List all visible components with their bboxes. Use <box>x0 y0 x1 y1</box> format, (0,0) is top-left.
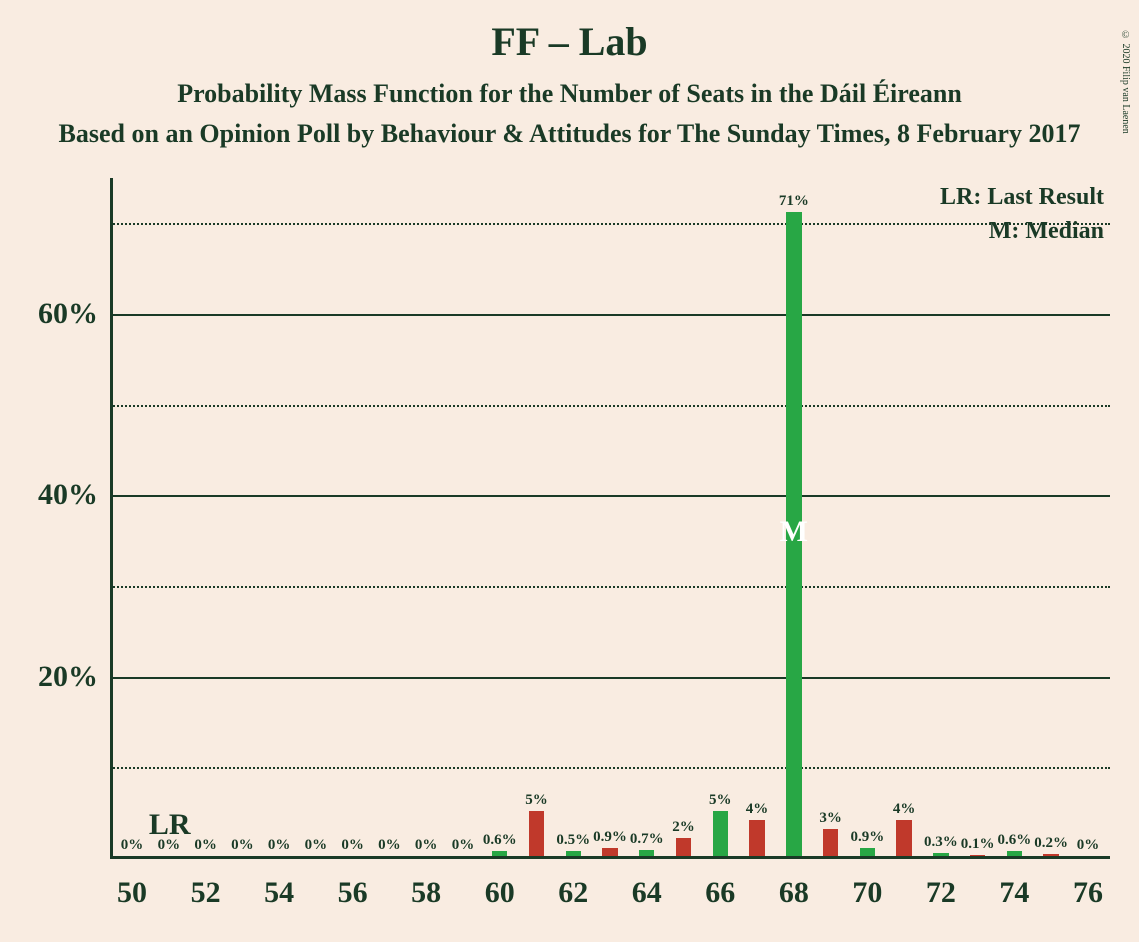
bar: 4% <box>896 820 911 856</box>
bar-value-label: 0% <box>231 837 254 854</box>
bar-value-label: 0% <box>1077 837 1100 854</box>
y-tick-label: 20% <box>38 660 98 694</box>
last-result-marker: LR <box>149 808 191 842</box>
x-tick-label: 56 <box>338 876 368 910</box>
bar-value-label: 0.5% <box>556 832 590 849</box>
gridline-major <box>110 677 1110 679</box>
bar: 0.1% <box>970 855 985 856</box>
bar-value-label: 0% <box>305 837 328 854</box>
bar-value-label: 0.7% <box>630 831 664 848</box>
bar-value-label: 0.9% <box>593 829 627 846</box>
x-tick-label: 54 <box>264 876 294 910</box>
bar-value-label: 5% <box>525 792 548 809</box>
y-tick-label: 40% <box>38 478 98 512</box>
bar: 4% <box>749 820 764 856</box>
x-tick-label: 62 <box>558 876 588 910</box>
x-tick-label: 72 <box>926 876 956 910</box>
bar: 0.9% <box>860 848 875 856</box>
bar-value-label: 0% <box>341 837 364 854</box>
bar-value-label: 0% <box>415 837 438 854</box>
bar-value-label: 2% <box>672 819 695 836</box>
bar: 0.5% <box>566 851 581 856</box>
x-tick-label: 58 <box>411 876 441 910</box>
bar-value-label: 0.9% <box>850 829 884 846</box>
y-axis <box>110 178 113 858</box>
x-axis <box>110 856 1110 859</box>
gridline-minor <box>110 223 1110 225</box>
x-tick-label: 52 <box>191 876 221 910</box>
bar: 3% <box>823 829 838 856</box>
x-tick-label: 64 <box>632 876 662 910</box>
gridline-minor <box>110 405 1110 407</box>
gridline-minor <box>110 767 1110 769</box>
bar-value-label: 0.1% <box>961 836 995 853</box>
bar-value-label: 3% <box>819 810 842 827</box>
chart-title: FF – Lab <box>0 18 1139 65</box>
x-tick-label: 74 <box>999 876 1029 910</box>
legend-median: M: Median <box>989 218 1104 245</box>
bar: 0.3% <box>933 853 948 856</box>
chart-subtitle-1: Probability Mass Function for the Number… <box>0 79 1139 109</box>
gridline-major <box>110 495 1110 497</box>
bar: 0.6% <box>1007 851 1022 856</box>
bar-value-label: 0.3% <box>924 834 958 851</box>
bar-value-label: 0% <box>452 837 475 854</box>
bar: 0.6% <box>492 851 507 856</box>
x-tick-label: 50 <box>117 876 147 910</box>
x-tick-label: 68 <box>779 876 809 910</box>
bar-value-label: 71% <box>779 193 809 210</box>
bar-value-label: 0.6% <box>483 832 517 849</box>
bar-value-label: 5% <box>709 792 732 809</box>
chart-subtitle-2: Based on an Opinion Poll by Behaviour & … <box>0 119 1139 149</box>
bar-value-label: 0.6% <box>998 832 1032 849</box>
median-marker: M <box>780 515 808 549</box>
gridline-major <box>110 314 1110 316</box>
x-tick-label: 76 <box>1073 876 1103 910</box>
bar: 0.7% <box>639 850 654 856</box>
gridline-minor <box>110 586 1110 588</box>
bar-value-label: 0% <box>121 837 144 854</box>
bar: 0.9% <box>602 848 617 856</box>
legend-last-result: LR: Last Result <box>940 184 1104 211</box>
y-tick-label: 60% <box>38 297 98 331</box>
bar: 5% <box>713 811 728 856</box>
bar-value-label: 0% <box>378 837 401 854</box>
chart-plot-area: 20%40%60%50525456586062646668707274760%0… <box>110 178 1110 858</box>
bar-value-label: 4% <box>746 801 769 818</box>
x-tick-label: 70 <box>852 876 882 910</box>
bar-value-label: 4% <box>893 801 916 818</box>
copyright-text: © 2020 Filip van Laenen <box>1120 30 1131 134</box>
bar-value-label: 0.2% <box>1034 835 1068 852</box>
bar: 5% <box>529 811 544 856</box>
bar: 0.2% <box>1043 854 1058 856</box>
x-tick-label: 66 <box>705 876 735 910</box>
bar-value-label: 0% <box>194 837 217 854</box>
bar: 2% <box>676 838 691 856</box>
x-tick-label: 60 <box>485 876 515 910</box>
bar-value-label: 0% <box>268 837 291 854</box>
